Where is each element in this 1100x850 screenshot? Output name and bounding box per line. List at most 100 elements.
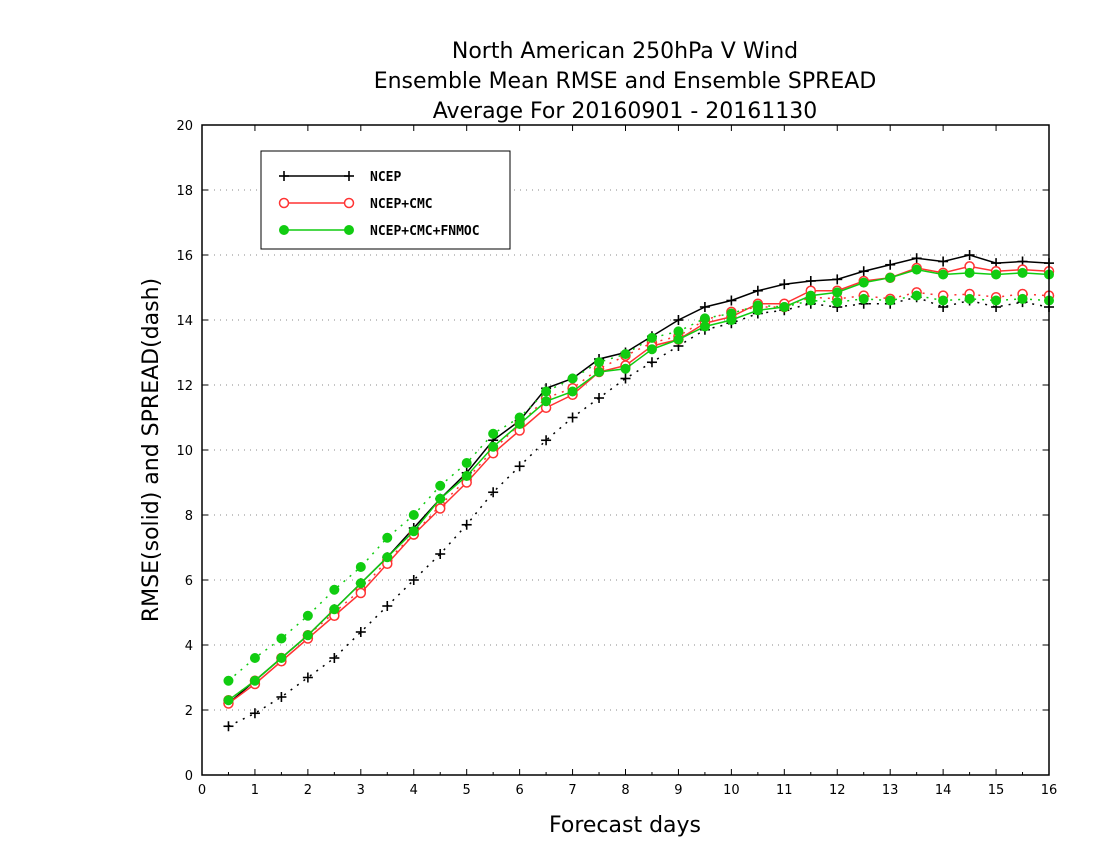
data-point-ncep-rmse [885,259,896,270]
data-point-ncep-rmse [699,302,710,312]
data-point-ncep-cmc-fnmoc-rmse [223,695,234,706]
data-point-ncep-cmc-fnmoc-rmse [964,267,975,278]
legend-marker [279,171,289,181]
series-line-ncep-cmc-fnmoc-spread [227,294,1050,682]
y-tick-label: 8 [185,509,193,524]
y-tick-label: 4 [185,639,193,654]
data-point-ncep-cmc-fnmoc-rmse [858,277,869,288]
y-axis-label: RMSE(solid) and SPREAD(dash) [139,278,164,622]
data-point-ncep-cmc-fnmoc-rmse [514,419,525,429]
data-point-ncep-cmc-fnmoc-rmse [726,315,737,325]
data-point-ncep-cmc-fnmoc-rmse [938,269,949,280]
series-ncep-rmse [223,250,1054,709]
x-tick-label: 9 [674,783,682,798]
data-point-ncep-spread [567,412,578,423]
data-point-ncep-cmc-rmse [434,503,446,514]
legend-marker [344,171,354,181]
data-point-ncep-cmc-fnmoc-rmse [461,471,472,481]
data-point-ncep-cmc-fnmoc-spread [858,293,869,304]
legend-label: NCEP+CMC [370,197,433,212]
data-point-ncep-cmc-fnmoc-spread [964,293,975,304]
y-tick-label: 6 [185,574,193,589]
data-point-ncep-cmc-fnmoc-rmse [832,287,843,298]
data-point-ncep-cmc-fnmoc-spread [355,562,366,572]
data-point-ncep-rmse [805,276,816,286]
series-ncep-cmc-spread [223,287,1055,706]
data-point-ncep-rmse [673,315,684,325]
series-line-ncep-cmc-rmse [228,265,1050,705]
series-line-ncep-rmse [227,254,1050,705]
data-point-ncep-cmc-fnmoc-spread [488,428,499,439]
data-point-ncep-cmc-fnmoc-rmse [567,386,578,397]
data-point-ncep-spread [382,601,393,611]
x-tick-label: 1 [251,783,259,798]
data-point-ncep-cmc-fnmoc-spread [885,295,896,306]
legend-label: NCEP [370,170,401,185]
series-ncep-cmc-fnmoc-spread [223,290,1054,686]
data-point-ncep-spread [435,549,446,559]
series-line-ncep-spread [228,296,1050,727]
legend-marker [279,225,289,235]
data-point-ncep-cmc-fnmoc-rmse [779,302,790,312]
x-tick-label: 11 [776,783,793,798]
x-axis-label: Forecast days [549,813,701,838]
data-point-ncep-spread [223,721,234,732]
data-point-ncep-cmc-fnmoc-rmse [435,493,446,504]
data-point-ncep-spread [276,692,287,702]
chart-title-line-2: Ensemble Mean RMSE and Ensemble SPREAD [374,69,877,94]
x-tick-label: 3 [357,783,365,798]
data-point-ncep-spread [302,672,313,683]
data-point-ncep-cmc-fnmoc-rmse [276,653,287,663]
data-point-ncep-cmc-fnmoc-spread [991,295,1002,306]
data-point-ncep-cmc-fnmoc-rmse [620,363,631,374]
data-point-ncep-cmc-fnmoc-rmse [752,305,763,316]
data-point-ncep-rmse [964,250,975,260]
data-point-ncep-spread [488,487,499,498]
data-point-ncep-cmc-rmse [355,587,367,599]
x-tick-label: 15 [988,783,1005,798]
series-line-ncep-cmc-fnmoc-rmse [228,268,1050,701]
series-ncep-cmc-rmse [223,261,1055,709]
data-point-ncep-rmse [726,295,737,306]
data-point-ncep-cmc-fnmoc-spread [646,332,657,343]
y-tick-label: 18 [176,184,193,199]
x-tick-label: 6 [515,783,523,798]
x-tick-label: 10 [723,783,740,798]
data-point-ncep-cmc-fnmoc-rmse [885,272,896,283]
chart-title: North American 250hPa V Wind Ensemble Mea… [374,39,877,124]
chart-title-line-3: Average For 20160901 - 20161130 [433,99,818,124]
data-point-ncep-rmse [752,285,763,296]
data-point-ncep-rmse [938,256,949,267]
data-point-ncep-cmc-fnmoc-spread [276,633,287,644]
grid-lines [202,189,1049,711]
data-point-ncep-cmc-fnmoc-spread [541,386,552,397]
data-point-ncep-cmc-fnmoc-spread [594,357,605,368]
data-point-ncep-rmse [911,253,922,264]
data-point-ncep-cmc-fnmoc-spread [435,480,446,491]
data-point-ncep-spread [514,461,525,472]
data-point-ncep-cmc-fnmoc-rmse [805,290,816,301]
data-point-ncep-cmc-fnmoc-spread [223,675,234,686]
legend-label: NCEP+CMC+FNMOC [370,224,480,239]
data-point-ncep-spread [329,653,340,663]
data-series [223,250,1055,732]
series-line-ncep-cmc-spread [228,291,1050,701]
data-point-ncep-rmse [779,279,790,290]
legend-marker [278,197,290,209]
data-point-ncep-cmc-fnmoc-spread [567,373,578,384]
data-point-ncep-cmc-fnmoc-spread [620,349,631,360]
data-point-ncep-cmc-fnmoc-rmse [699,321,710,332]
data-point-ncep-cmc-fnmoc-spread [832,297,843,308]
x-tick-label: 0 [198,783,206,798]
data-point-ncep-cmc-fnmoc-spread [249,653,260,663]
series-ncep-cmc-fnmoc-rmse [223,264,1054,706]
data-point-ncep-spread [461,519,472,530]
plot-area-frame [201,124,1050,776]
data-point-ncep-spread [541,435,552,446]
data-point-ncep-spread [620,373,631,384]
x-tick-label: 4 [410,783,418,798]
legend-box [260,150,511,250]
data-point-ncep-rmse [832,274,843,285]
y-tick-label: 16 [176,249,193,264]
